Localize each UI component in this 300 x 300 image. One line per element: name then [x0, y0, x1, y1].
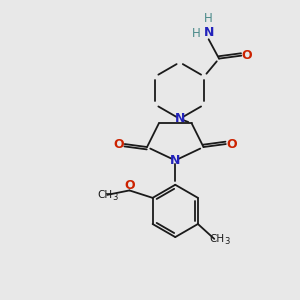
Text: H: H: [192, 27, 200, 40]
Text: CH: CH: [209, 235, 224, 244]
Text: N: N: [175, 112, 185, 125]
Text: 3: 3: [224, 237, 230, 246]
Text: 3: 3: [112, 194, 118, 202]
Text: O: O: [226, 138, 237, 151]
Text: CH: CH: [98, 190, 112, 200]
Text: N: N: [203, 26, 214, 39]
Text: O: O: [242, 49, 252, 62]
Text: H: H: [204, 12, 213, 25]
Text: N: N: [170, 154, 181, 167]
Text: O: O: [113, 138, 124, 151]
Text: O: O: [124, 178, 135, 192]
